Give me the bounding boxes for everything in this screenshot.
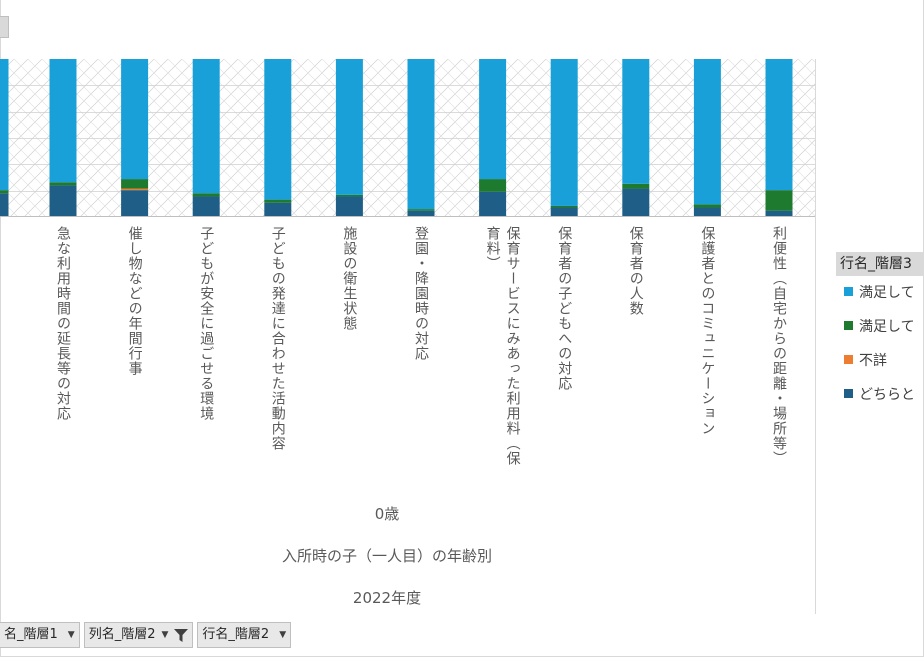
bar-segment[interactable] (335, 194, 363, 197)
legend-swatch (844, 320, 853, 330)
category-label: 利便性（自宅からの距離・場所等） (771, 226, 787, 466)
bar-segment[interactable] (264, 59, 292, 200)
legend-swatch (844, 388, 853, 398)
field-button-row2[interactable]: 行名_階層2 ▼ (197, 622, 292, 648)
bar-segment[interactable] (407, 59, 435, 210)
bar-segment[interactable] (479, 59, 507, 180)
bar-segment[interactable] (407, 210, 435, 217)
bar-segment[interactable] (479, 179, 507, 192)
category-label: 催し物などの年間行事 (126, 226, 143, 376)
dropdown-arrow-icon[interactable]: ▼ (161, 630, 169, 640)
bar-segment[interactable] (550, 207, 578, 217)
bar-segment[interactable] (622, 188, 650, 217)
bar-segment[interactable] (121, 179, 149, 189)
bar-segment[interactable] (0, 59, 9, 191)
bar-segment[interactable] (0, 193, 9, 217)
bar-segment[interactable] (693, 59, 721, 205)
category-label: 子どもが安全に過ごせる環境 (198, 226, 215, 421)
bar-segment[interactable] (192, 193, 220, 197)
axis-title-category: 入所時の子（一人目）の年齢別 (281, 547, 493, 565)
axis-title-year: 2022年度 (352, 589, 422, 607)
chart-plot-area (0, 59, 815, 217)
category-label: 施設の衛生状態 (341, 226, 358, 331)
legend: 行名_階層3 満足して 満足して 不詳 どちらと (836, 252, 924, 412)
bar-segment[interactable] (121, 59, 149, 180)
field-button-label: 列名_階層2 (88, 627, 156, 642)
category-label: 保育者の子どもへの対応 (556, 226, 573, 391)
bar-segment[interactable] (192, 59, 220, 194)
bar-segment[interactable] (335, 196, 363, 217)
category-label: 保育者の人数 (627, 226, 644, 316)
legend-item: 満足して (836, 310, 924, 344)
axis-title-age: 0歳 (374, 505, 400, 523)
bar-segment[interactable] (550, 59, 578, 206)
field-button-bar: 名_階層1 ▼ 列名_階層2 ▼ 行名_階層2 ▼ (0, 622, 295, 648)
legend-item: 不詳 (836, 344, 924, 378)
legend-item: どちらと (836, 378, 924, 412)
legend-swatch (844, 286, 853, 296)
legend-label: 満足して (859, 319, 915, 335)
dropdown-arrow-icon[interactable]: ▼ (67, 630, 75, 640)
legend-title-field-button[interactable]: 行名_階層3 (836, 252, 924, 276)
category-label: 保護者とのコミュニケーション (699, 226, 716, 436)
category-label: 登園・降園時の対応 (413, 226, 429, 361)
bar-segment[interactable] (622, 183, 650, 189)
bar-segment[interactable] (49, 185, 77, 217)
bar-segment[interactable] (693, 204, 721, 208)
bar-segment[interactable] (121, 190, 149, 217)
legend-label: 不詳 (859, 353, 887, 369)
bar-segment[interactable] (765, 59, 793, 191)
legend-label: 満足して (859, 285, 915, 301)
bar-segment[interactable] (693, 207, 721, 217)
bar-segment[interactable] (550, 205, 578, 208)
bar-segment[interactable] (335, 59, 363, 195)
field-button-fragment[interactable] (0, 16, 9, 38)
bar-segment[interactable] (264, 199, 292, 203)
field-button-label: 名_階層1 (4, 627, 58, 642)
plot-divider (815, 59, 816, 614)
legend-label: どちらと (859, 387, 915, 403)
filter-icon[interactable] (174, 628, 189, 642)
field-button-label: 行名_階層2 (202, 627, 270, 642)
bar-segment[interactable] (264, 202, 292, 217)
bar-segment[interactable] (192, 196, 220, 217)
dropdown-arrow-icon[interactable]: ▼ (279, 630, 287, 640)
legend-swatch (844, 354, 853, 364)
bar-segment[interactable] (622, 59, 650, 184)
field-button-col1[interactable]: 名_階層1 ▼ (0, 622, 80, 648)
bar-segment[interactable] (479, 191, 507, 217)
bar-segment[interactable] (0, 190, 9, 194)
legend-item: 満足して (836, 276, 924, 310)
bar-segment[interactable] (407, 209, 435, 211)
bar-segment[interactable] (765, 210, 793, 217)
bar-segment[interactable] (121, 188, 149, 191)
category-label: 急な利用時間の延長等の対応 (55, 226, 71, 421)
bar-segment[interactable] (765, 190, 793, 211)
category-label: 子どもの発達に合わせた活動内容 (269, 226, 286, 451)
category-label: 保育サービスにみあった利用料（保育料） (484, 226, 521, 466)
field-button-col2[interactable]: 列名_階層2 ▼ (83, 622, 194, 648)
bar-segment[interactable] (49, 182, 77, 186)
bar-segment[interactable] (49, 59, 77, 183)
